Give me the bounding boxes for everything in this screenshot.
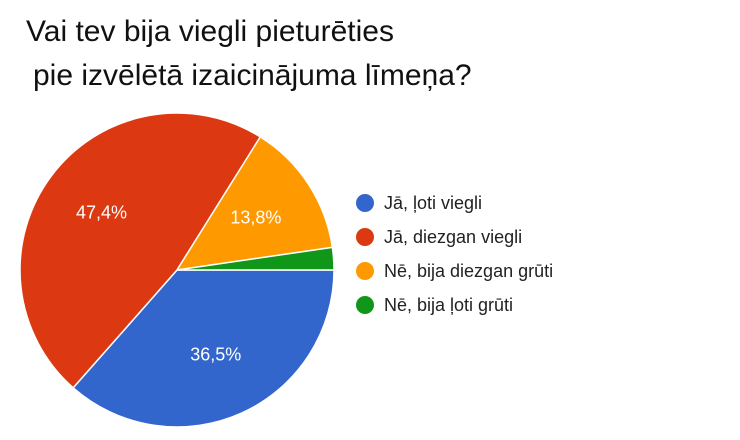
pie-data-label-ne-diezgan-gruti: 13,8% — [230, 207, 281, 227]
pie-data-label-ja-diezgan-viegli: 47,4% — [76, 202, 127, 222]
chart-title-line-1: Vai tev bija viegli pieturēties — [26, 15, 394, 48]
pie-slice-ne-loti-gruti[interactable] — [176, 246, 335, 271]
legend-label: Nē, bija ļoti grūti — [384, 294, 514, 315]
legend-item-ne-loti-gruti[interactable]: Nē, bija ļoti grūti — [356, 288, 553, 322]
legend-label: Jā, diezgan viegli — [384, 226, 523, 247]
legend-swatch-green — [356, 296, 374, 314]
legend-swatch-red — [356, 228, 374, 246]
legend-swatch-blue — [356, 194, 374, 212]
legend-item-ja-loti-viegli[interactable]: Jā, ļoti viegli — [356, 186, 553, 220]
pie-data-label-ja-loti-viegli: 36,5% — [190, 345, 241, 365]
chart-title: Vai tev bija viegli pieturēties pie izvē… — [26, 10, 626, 98]
legend-item-ja-diezgan-viegli[interactable]: Jā, diezgan viegli — [356, 220, 553, 254]
pie-slice-ja-loti-viegli[interactable] — [72, 269, 335, 428]
pie-slice-ne-diezgan-gruti[interactable] — [175, 135, 334, 271]
legend-label: Jā, ļoti viegli — [384, 192, 483, 213]
pie-slice-ja-diezgan-viegli[interactable] — [19, 112, 262, 389]
legend-swatch-orange — [356, 262, 374, 280]
legend-item-ne-diezgan-gruti[interactable]: Nē, bija diezgan grūti — [356, 254, 553, 288]
chart-title-line-2: pie izvēlētā izaicinājuma līmeņa? — [33, 59, 472, 92]
chart-legend: Jā, ļoti viegli Jā, diezgan viegli Nē, b… — [356, 186, 553, 322]
legend-label: Nē, bija diezgan grūti — [384, 260, 554, 281]
